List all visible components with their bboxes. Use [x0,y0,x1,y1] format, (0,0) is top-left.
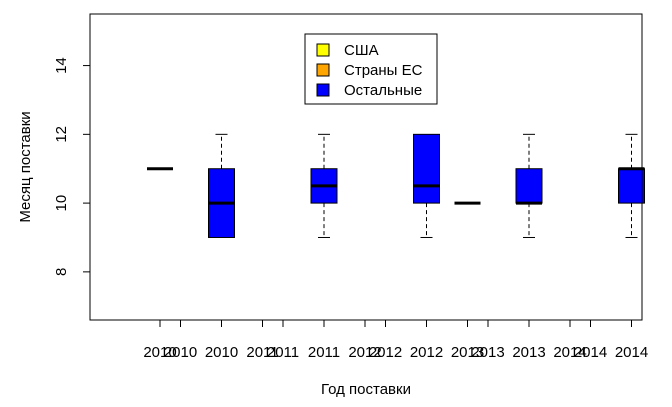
box-2014-Остальные [618,133,645,238]
y-axis-label: Месяц поставки [17,111,34,222]
box-2010-Остальные [208,133,235,238]
legend-swatch [316,83,330,97]
x-tick-label: 2012 [348,344,381,361]
x-tick-label: 2011 [246,344,278,361]
legend-swatch [316,63,330,77]
box-2011-Остальные [310,133,338,238]
box-body [618,168,645,204]
box-2012-Остальные [413,133,440,238]
x-tick-label: 2012 [410,344,443,361]
y-tick-label: 8 [53,268,70,276]
legend-label: Остальные [344,82,422,99]
box-body [515,168,543,204]
y-tick-label: 12 [53,126,70,143]
x-tick-label: 2013 [451,344,484,361]
legend-swatch [316,43,330,57]
legend-label: США [344,42,379,59]
box-body [413,133,440,204]
x-tick-label: 2013 [512,344,545,361]
x-tick-label: 2011 [308,344,340,361]
y-tick-label: 14 [53,57,70,74]
x-axis-label: Год поставки [321,381,411,398]
y-tick-label: 10 [53,195,70,212]
legend: США Страны ЕС Остальные [304,33,438,105]
x-tick-label: 2010 [164,344,197,361]
legend-label: Страны ЕС [344,62,423,79]
x-tick-label: 2014 [615,344,648,361]
x-tick-label: 2010 [205,344,238,361]
x-tick-label: 2012 [369,344,402,361]
x-tick-label: 2010 [143,344,176,361]
x-tick-label: 2013 [471,344,504,361]
plot-frame [89,13,643,321]
x-tick-label: 2011 [267,344,299,361]
box-2013-Остальные [515,133,543,238]
x-tick-label: 2014 [553,344,586,361]
x-tick-label: 2014 [574,344,607,361]
